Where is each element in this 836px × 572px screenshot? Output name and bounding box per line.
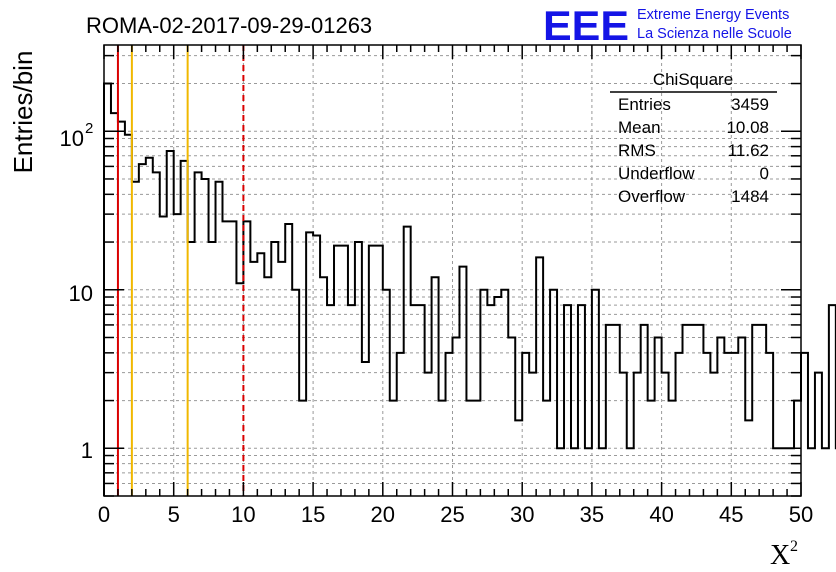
x-axis-label-superscript: 2 [790,538,798,555]
y-tick-label-1: 1 [81,438,93,463]
eee-logo-line1: Extreme Energy Events [637,7,789,23]
x-tick-label: 50 [789,502,813,527]
x-tick-label: 5 [168,502,180,527]
stats-row-value: 1484 [731,187,769,206]
stats-row-label: Mean [618,118,661,137]
x-tick-label: 20 [371,502,395,527]
y-tick-label-100-base: 10 [60,126,84,151]
stats-title: ChiSquare [653,70,733,89]
stats-row-value: 11.62 [728,141,769,160]
x-tick-label: 30 [510,502,534,527]
x-tick-label: 25 [440,502,464,527]
histogram-bars [103,82,836,496]
x-tick-label: 15 [301,502,325,527]
y-axis-label: Entries/bin [8,51,38,174]
stats-row-label: Entries [618,95,671,114]
y-tick-labels: 1 10 10 2 [60,120,94,463]
x-tick-label: 10 [231,502,255,527]
eee-logo-mark: EEE [543,2,629,49]
x-axis-label: X [770,540,790,571]
y-tick-label-10: 10 [69,281,93,306]
eee-logo: EEE Extreme Energy Events La Scienza nel… [543,2,792,49]
stats-row-label: Overflow [618,187,686,206]
eee-logo-line2: La Scienza nelle Scuole [637,26,792,42]
axis-ticks [103,45,802,497]
stats-row-value: 10.08 [726,118,769,137]
x-tick-label: 45 [719,502,743,527]
x-tick-labels: 0 5 10 15 20 25 30 35 40 45 50 [98,502,813,527]
grid-lines [104,45,801,496]
stats-box: ChiSquare Entries 3459 Mean 10.08 RMS 11… [610,70,777,206]
x-tick-label: 40 [649,502,673,527]
stats-row-value: 3459 [731,95,769,114]
chart-title: ROMA-02-2017-09-29-01263 [86,13,372,38]
stats-row-label: RMS [618,141,656,160]
vertical-markers [116,45,245,496]
y-tick-label-100-exponent: 2 [85,120,93,137]
x-tick-label: 35 [580,502,604,527]
x-tick-label: 0 [98,502,110,527]
stats-row-label: Underflow [618,164,695,183]
stats-row-value: 0 [760,164,769,183]
